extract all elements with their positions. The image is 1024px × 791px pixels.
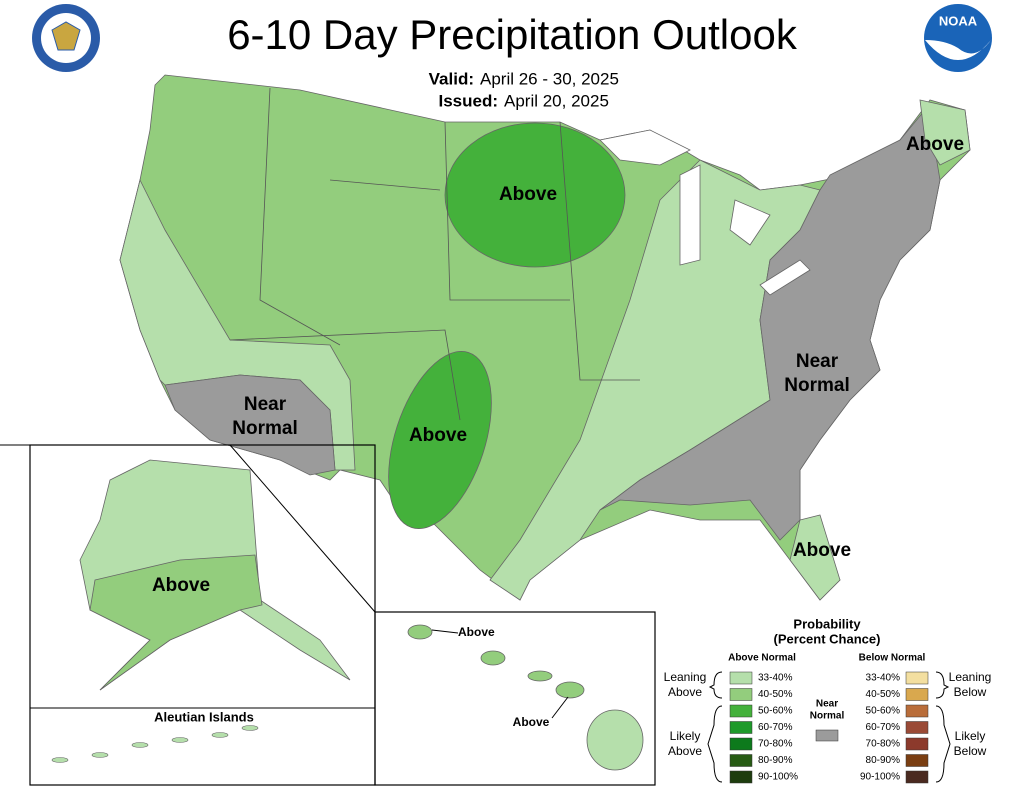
- lake-superior: [599, 129, 691, 166]
- region-label: Normal: [232, 418, 297, 439]
- hawaii-island: [586, 709, 644, 771]
- region-label: Normal: [784, 375, 849, 396]
- legend-text: 60-70%: [758, 722, 793, 733]
- aleutian-title: Aleutian Islands: [154, 709, 254, 724]
- aleutian-island: [171, 737, 189, 743]
- legend-text: 70-80%: [758, 739, 793, 750]
- region-label: Above: [152, 575, 210, 596]
- lake-erie: [759, 259, 811, 296]
- noaa-logo: NOAA: [924, 4, 992, 72]
- legend-text: Leaning: [664, 670, 707, 684]
- state-border: [559, 121, 640, 381]
- region-label: Above: [906, 134, 964, 155]
- region-label: Near: [244, 394, 287, 415]
- legend-text: 33-40%: [866, 673, 901, 684]
- florida-above-33-40: [789, 514, 841, 601]
- legend-text: 40-50%: [866, 689, 901, 700]
- legend-text: Above: [668, 685, 702, 699]
- hawaii-inset: [374, 611, 656, 786]
- region-label: Above: [793, 540, 851, 561]
- legend-text: 90-100%: [758, 772, 798, 783]
- legend-text: 70-80%: [866, 739, 901, 750]
- noaa-text: NOAA: [939, 13, 978, 28]
- legend-text: 40-50%: [758, 689, 793, 700]
- state-border: [444, 121, 570, 301]
- valid-dates: April 26 - 30, 2025: [480, 69, 619, 88]
- legend-swatch: [729, 770, 753, 784]
- legend-title: Probability: [793, 616, 861, 631]
- legend-text: Below: [954, 685, 987, 699]
- region-label: Above: [513, 715, 550, 729]
- texas-above-50-60: [388, 351, 492, 529]
- state-border: [259, 87, 341, 346]
- hawaii-island: [407, 624, 433, 640]
- hawaii-island: [555, 681, 585, 699]
- lake-huron: [729, 199, 771, 246]
- legend-text: Below: [954, 744, 987, 758]
- legend-swatch: [815, 729, 839, 742]
- aleutian-island: [211, 732, 229, 738]
- state-border: [229, 329, 461, 421]
- legend-subtitle: (Percent Chance): [774, 631, 881, 646]
- legend-text: 33-40%: [758, 673, 793, 684]
- title: 6-10 Day Precipitation Outlook: [227, 11, 798, 58]
- legend-swatch: [905, 721, 929, 734]
- region-label: Above: [499, 184, 557, 205]
- legend-text: Likely: [670, 729, 701, 743]
- legend-text: 90-100%: [860, 772, 900, 783]
- southwest-near-normal: [164, 374, 336, 476]
- legend-below-header: Below Normal: [859, 653, 926, 664]
- legend-text: Leaning: [949, 670, 992, 684]
- legend-text: 80-90%: [866, 755, 901, 766]
- plains-above-50-60: [444, 122, 626, 268]
- commerce-seal: [32, 4, 100, 72]
- legend-swatch: [905, 671, 929, 685]
- legend-swatch: [729, 737, 753, 751]
- region-label: Above: [458, 625, 495, 639]
- aleutian-island: [131, 742, 149, 748]
- legend-swatch: [905, 754, 929, 767]
- legend-swatch: [729, 704, 753, 718]
- legend-text: Near: [816, 699, 838, 710]
- legend-swatch: [729, 688, 753, 701]
- legend-swatch: [905, 688, 929, 701]
- lake-michigan: [679, 164, 701, 266]
- legend-swatch: [905, 770, 929, 784]
- aleutian-island: [51, 757, 69, 763]
- issued-label: Issued:: [438, 91, 498, 110]
- inset-connector: [229, 444, 376, 613]
- aleutian-island: [91, 752, 109, 758]
- legend-text: Likely: [955, 729, 986, 743]
- legend-text: 50-60%: [866, 706, 901, 717]
- legend-above-header: Above Normal: [728, 653, 796, 664]
- hawaii-island: [480, 650, 506, 666]
- legend-swatch: [729, 721, 753, 734]
- label-pointer: [431, 629, 569, 719]
- legend-swatch: [729, 754, 753, 767]
- legend: Probability(Percent Chance) Above Normal B…: [664, 616, 992, 784]
- alaska-above-40-50: [89, 554, 263, 691]
- maine-above-33-40: [919, 99, 971, 166]
- aleutian-island: [241, 725, 259, 731]
- region-label: Near: [796, 351, 839, 372]
- legend-text: 50-60%: [758, 706, 793, 717]
- legend-text: 60-70%: [866, 722, 901, 733]
- legend-text: Above: [668, 744, 702, 758]
- legend-brace: [707, 671, 951, 783]
- issued-date: April 20, 2025: [504, 91, 609, 110]
- legend-swatch: [729, 671, 753, 685]
- state-border: [329, 179, 441, 191]
- legend-swatch: [905, 704, 929, 718]
- hawaii-island: [527, 670, 553, 682]
- region-label: Above: [409, 425, 467, 446]
- legend-swatch: [905, 737, 929, 751]
- valid-label: Valid:: [429, 69, 474, 88]
- legend-text: 80-90%: [758, 755, 793, 766]
- legend-text: Normal: [810, 711, 845, 722]
